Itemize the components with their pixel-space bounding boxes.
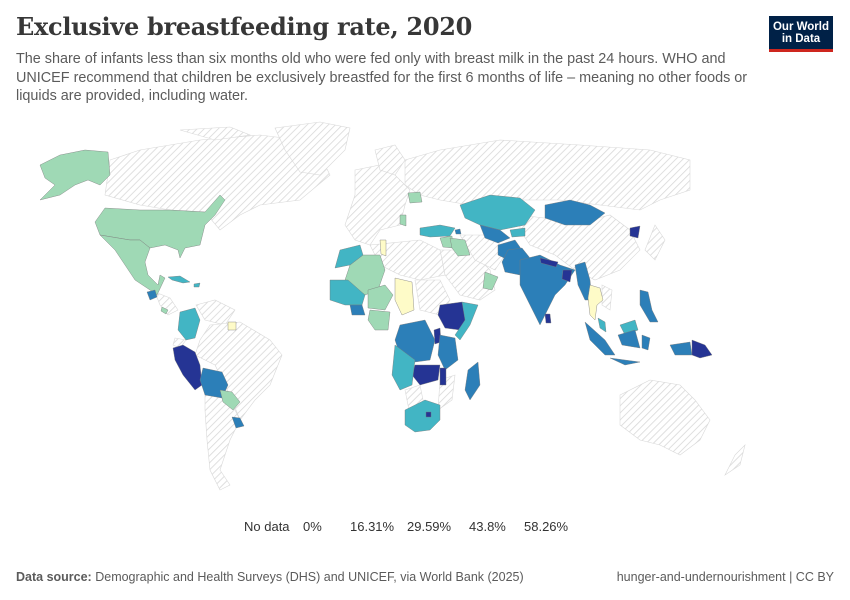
region-zambia[interactable] bbox=[411, 364, 441, 386]
region-thailand[interactable] bbox=[587, 284, 604, 321]
legend-tick-2: 29.59% bbox=[407, 519, 452, 534]
region-indochina[interactable] bbox=[601, 284, 613, 311]
region-north-korea[interactable] bbox=[629, 225, 641, 239]
region-burkina-faso[interactable] bbox=[349, 304, 366, 316]
region-iraq[interactable] bbox=[449, 237, 471, 257]
region-dr-congo[interactable] bbox=[394, 319, 436, 363]
region-paraguay[interactable] bbox=[219, 389, 241, 411]
region-malawi[interactable] bbox=[439, 367, 447, 386]
region-nepal[interactable] bbox=[539, 257, 559, 268]
region-chad[interactable] bbox=[394, 277, 415, 316]
region-papua-new-guinea[interactable] bbox=[691, 339, 713, 359]
region-arctic-islands[interactable] bbox=[179, 126, 252, 141]
legend-tick-0: 0% bbox=[303, 519, 322, 534]
region-mongolia[interactable] bbox=[544, 199, 606, 226]
legend-tick-3: 43.8% bbox=[469, 519, 506, 534]
region-greenland[interactable] bbox=[274, 121, 351, 176]
region-armenia[interactable] bbox=[454, 228, 462, 235]
region-tunisia[interactable] bbox=[379, 239, 387, 257]
legend-tick-1: 16.31% bbox=[350, 519, 395, 534]
region-somalia[interactable] bbox=[454, 301, 479, 341]
chart-subtitle: The share of infants less than six month… bbox=[16, 51, 748, 104]
topic-license[interactable]: hunger-and-undernourishment | CC BY bbox=[616, 570, 834, 584]
region-niger[interactable] bbox=[367, 284, 394, 311]
region-sri-lanka[interactable] bbox=[544, 313, 552, 324]
region-alaska-united-states[interactable] bbox=[39, 149, 111, 201]
region-costa-rica[interactable] bbox=[160, 306, 169, 315]
region-uruguay[interactable] bbox=[231, 416, 245, 429]
region-australia[interactable] bbox=[619, 379, 711, 456]
region-angola[interactable] bbox=[391, 344, 416, 391]
region-uzbekistan[interactable] bbox=[479, 224, 511, 244]
region-malaysia[interactable] bbox=[597, 317, 639, 336]
region-kazakhstan[interactable] bbox=[459, 194, 536, 231]
region-guatemala[interactable] bbox=[146, 289, 158, 301]
region-colombia[interactable] bbox=[177, 307, 201, 341]
region-philippines[interactable] bbox=[639, 289, 659, 323]
world-map[interactable] bbox=[0, 120, 850, 510]
data-source-label: Data source: bbox=[16, 570, 92, 584]
region-serbia[interactable] bbox=[399, 214, 407, 227]
region-suriname[interactable] bbox=[227, 321, 237, 331]
data-source-text[interactable]: Demographic and Health Surveys (DHS) and… bbox=[95, 570, 524, 584]
region-scandinavia[interactable] bbox=[374, 144, 406, 176]
legend-no-data-label: No data bbox=[244, 519, 290, 534]
chart-title: Exclusive breastfeeding rate, 2020 bbox=[16, 12, 473, 41]
region-kyrgyzstan[interactable] bbox=[509, 227, 526, 238]
region-oman[interactable] bbox=[482, 271, 499, 291]
region-indonesia[interactable] bbox=[584, 321, 693, 366]
region-south-africa[interactable] bbox=[404, 399, 441, 433]
owid-logo[interactable]: Our World in Data bbox=[769, 16, 833, 52]
logo-line-1: Our World bbox=[772, 21, 829, 33]
region-cuba[interactable] bbox=[167, 275, 191, 284]
region-mexico[interactable] bbox=[99, 234, 166, 296]
region-japan[interactable] bbox=[644, 224, 666, 261]
legend-labels: No data 0% 16.31% 29.59% 43.8% 58.26% bbox=[0, 515, 850, 555]
region-turkey[interactable] bbox=[419, 224, 456, 238]
region-madagascar[interactable] bbox=[464, 361, 481, 401]
region-venezuela[interactable] bbox=[195, 299, 236, 326]
region-belarus[interactable] bbox=[407, 191, 423, 204]
region-europe[interactable] bbox=[344, 164, 411, 246]
region-new-zealand[interactable] bbox=[724, 444, 746, 476]
legend-tick-4: 58.26% bbox=[524, 519, 569, 534]
data-source: Data source: Demographic and Health Surv… bbox=[16, 570, 524, 584]
region-russia[interactable] bbox=[404, 139, 691, 211]
region-morocco[interactable] bbox=[334, 244, 364, 269]
region-southern-cone[interactable] bbox=[204, 384, 241, 491]
region-lesotho[interactable] bbox=[425, 411, 432, 418]
region-bangladesh[interactable] bbox=[561, 269, 573, 283]
region-dominican-republic[interactable] bbox=[193, 282, 201, 288]
logo-line-2: in Data bbox=[781, 33, 821, 45]
region-central-america[interactable] bbox=[154, 291, 179, 316]
region-tanzania[interactable] bbox=[437, 334, 459, 371]
region-nigeria[interactable] bbox=[367, 309, 391, 331]
